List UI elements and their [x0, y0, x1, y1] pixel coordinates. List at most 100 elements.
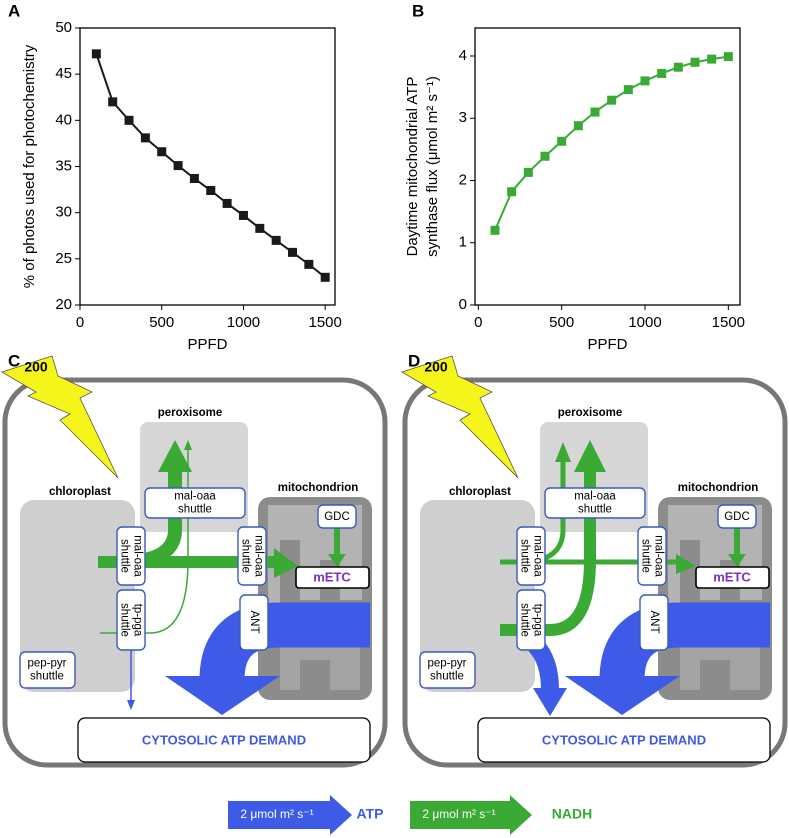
- shuttle-box: [516, 526, 546, 586]
- y-tick-label: 1: [459, 234, 467, 251]
- y-axis-label: % of photos used for photochemistry: [21, 44, 38, 288]
- data-marker: [490, 225, 500, 235]
- nadh-head: [676, 554, 696, 574]
- data-marker: [673, 62, 683, 72]
- label-line: pep-pyr: [28, 658, 67, 670]
- rotated-label: ANT: [248, 611, 260, 634]
- label-line: mal-oaa: [131, 535, 143, 577]
- photon-flash: [401, 355, 519, 479]
- atp-head: [165, 676, 280, 715]
- compartment-label: chloroplast: [49, 486, 111, 498]
- data-marker: [623, 85, 633, 95]
- panel-label: C: [8, 351, 20, 370]
- data-line: [95, 53, 326, 279]
- atp-head: [565, 676, 680, 715]
- atp-legend: ATP: [357, 806, 384, 822]
- label-line: mal-oaa: [531, 535, 543, 577]
- label-line: shuttle: [178, 504, 212, 516]
- y-tick-label: 50: [55, 19, 72, 36]
- label-line: tp-pga: [531, 604, 543, 637]
- data-marker: [271, 235, 281, 245]
- y-tick-label: 20: [55, 296, 72, 313]
- y-tick-label: 35: [55, 157, 72, 174]
- x-tick-label: 1500: [309, 314, 342, 331]
- transporter-label: ANT: [648, 611, 660, 634]
- metc-box: [695, 566, 770, 589]
- x-tick-label: 500: [549, 314, 574, 331]
- data-marker: [523, 167, 533, 177]
- y-tick-label: 25: [55, 250, 72, 267]
- compartment-label: mitochondrion: [678, 482, 759, 494]
- nadh-head: [728, 554, 746, 567]
- enzyme-box: [317, 504, 357, 529]
- shuttle-box: [237, 526, 267, 586]
- label-line: tp-pga: [131, 604, 143, 637]
- data-marker: [573, 121, 583, 131]
- y-tick-label: 2: [459, 171, 467, 188]
- label-line: shuttle: [518, 539, 530, 573]
- label-line: shuttle: [518, 603, 530, 637]
- nadh-head: [274, 548, 298, 578]
- label-line: shuttle: [578, 504, 612, 516]
- flash-value: 200: [424, 359, 448, 375]
- label-line: shuttle: [118, 539, 130, 573]
- nadh-head: [184, 440, 192, 450]
- transporter-label: ANT: [248, 611, 260, 634]
- transporter-box: [239, 594, 269, 651]
- label-line: shuttle: [239, 539, 251, 573]
- data-marker: [206, 186, 216, 196]
- x-tick-label: 0: [474, 314, 482, 331]
- data-marker: [189, 174, 199, 184]
- data-marker: [540, 151, 550, 161]
- data-marker: [320, 272, 330, 282]
- data-marker: [173, 161, 183, 171]
- label-line: mal-oaa: [174, 491, 216, 503]
- shuttle-box: [144, 487, 246, 519]
- x-tick-label: 1000: [628, 314, 661, 331]
- nadh-head: [574, 440, 606, 472]
- panel-label: B: [412, 1, 424, 20]
- enzyme-label: GDC: [724, 511, 750, 523]
- data-marker: [124, 115, 134, 125]
- atp-flow: [199, 602, 370, 682]
- nadh-head: [328, 554, 346, 567]
- label-line: pep-pyr: [428, 658, 467, 670]
- demand-label: CYTOSOLIC ATP DEMAND: [542, 732, 706, 747]
- y-tick-label: 45: [55, 65, 72, 82]
- nadh-scale-arrow: [410, 795, 532, 835]
- data-marker: [590, 107, 600, 117]
- transporter-box: [639, 594, 669, 651]
- rotated-label: ANT: [648, 611, 660, 634]
- x-axis-label: PPFD: [587, 336, 627, 353]
- chloroplast: [20, 500, 135, 692]
- atp-scale-label: 2 μmol m² s⁻¹: [240, 807, 313, 821]
- x-tick-label: 0: [76, 314, 84, 331]
- data-marker: [238, 210, 248, 220]
- data-marker: [607, 95, 617, 105]
- x-tick-label: 1500: [712, 314, 745, 331]
- demand-box: [77, 717, 371, 763]
- data-marker: [707, 54, 717, 64]
- data-marker: [723, 52, 733, 62]
- atp-flow: [599, 602, 770, 682]
- data-marker: [91, 49, 101, 59]
- atp-scale-arrow: [228, 795, 352, 835]
- data-marker: [690, 57, 700, 67]
- enzyme-box: [717, 504, 757, 529]
- atp-head: [533, 688, 567, 716]
- enzyme-label: GDC: [324, 511, 350, 523]
- compartment-label: peroxisome: [558, 407, 623, 419]
- nadh-flow: [100, 450, 189, 634]
- data-line: [494, 55, 729, 231]
- x-tick-label: 1000: [227, 314, 260, 331]
- metc-label: mETC: [713, 569, 751, 584]
- plot-frame: [474, 27, 741, 306]
